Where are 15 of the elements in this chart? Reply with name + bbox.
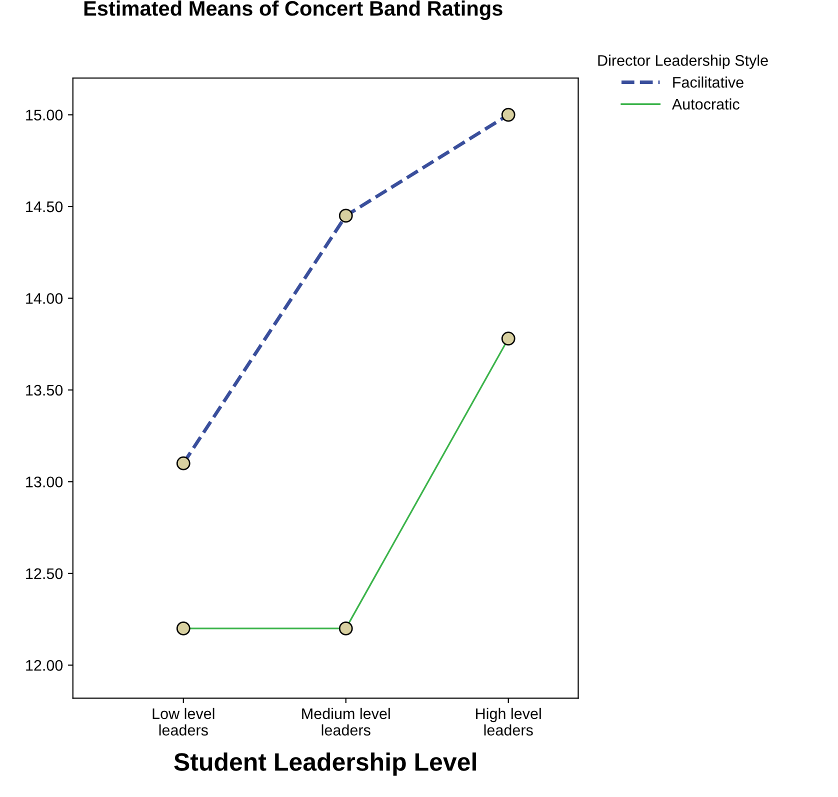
y-tick-label: 14.00 — [26, 293, 63, 304]
y-tick-label: 12.50 — [26, 568, 63, 580]
x-tick-label: Low level leaders — [152, 708, 214, 736]
legend-title: Director Leadership Style — [598, 54, 768, 69]
x-tick-label: High level leaders — [476, 708, 541, 736]
legend-label: Autocratic — [672, 98, 740, 110]
y-tick-label: 14.50 — [26, 201, 63, 212]
legend-label: Facilitative — [673, 76, 744, 88]
chart-title: Estimated Means of Concert Band Ratings — [84, 0, 502, 20]
x-axis-title: Student Leadership Level — [174, 752, 476, 776]
x-tick-label: Medium level leaders — [302, 708, 390, 736]
y-tick-label: 13.00 — [26, 476, 63, 488]
y-tick-label: 15.00 — [26, 110, 63, 120]
y-tick-label: 13.50 — [26, 384, 63, 396]
y-tick-label: 12.00 — [26, 660, 63, 671]
